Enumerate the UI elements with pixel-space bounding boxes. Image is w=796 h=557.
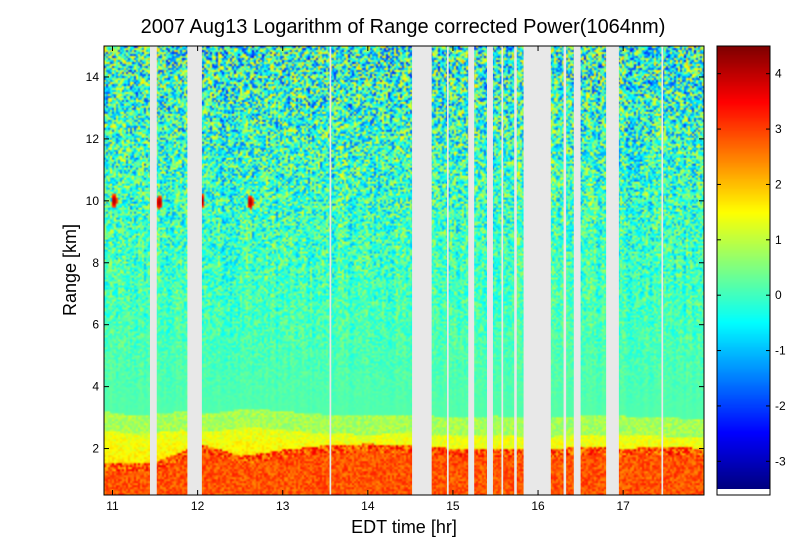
colorbar-tick-label: 4: [775, 67, 782, 81]
colorbar: -3 -2 -1 0 1 2 3 4: [716, 45, 786, 496]
no-data-gap: [501, 46, 504, 495]
colorbar-tick-label: -2: [775, 399, 786, 413]
colorbar-tick-label: -3: [775, 454, 786, 468]
no-data-gap: [563, 46, 567, 495]
y-tick-label: 6: [92, 318, 99, 332]
y-tick-label: 12: [86, 132, 100, 146]
colorbar-tick-label: 2: [775, 177, 782, 191]
no-data-gap: [486, 46, 493, 495]
x-tick-label: 14: [361, 499, 375, 513]
x-tick-label: 15: [446, 499, 460, 513]
y-tick-label: 2: [92, 442, 99, 456]
no-data-gap: [523, 46, 551, 495]
no-data-gap: [446, 46, 449, 495]
x-tick-label: 16: [531, 499, 545, 513]
no-data-gap: [573, 46, 581, 495]
y-tick-label: 14: [86, 70, 100, 84]
no-data-gap: [514, 46, 517, 495]
no-data-gap: [149, 46, 157, 495]
x-tick-label: 11: [106, 499, 119, 513]
no-data-gap: [468, 46, 475, 495]
y-tick-label: 8: [92, 256, 99, 270]
x-axis-label: EDT time [hr]: [351, 517, 457, 537]
colorbar-tick-label: 0: [775, 288, 782, 302]
no-data-gap: [412, 46, 432, 495]
heatmap-image: [104, 46, 704, 495]
x-axis: 11 12 13 14 15 16 17: [106, 46, 630, 513]
y-axis: 2 4 6 8 10 12 14: [86, 70, 704, 456]
colorbar-tick-label: -1: [775, 344, 786, 358]
no-data-gap: [606, 46, 619, 495]
plot-frame: [103, 45, 705, 496]
colorbar-axis: -3 -2 -1 0 1 2 3 4: [717, 67, 786, 468]
y-tick-label: 10: [86, 194, 100, 208]
colorbar-tick-label: 1: [775, 233, 782, 247]
x-tick-label: 17: [616, 499, 630, 513]
colorbar-frame: [716, 45, 771, 496]
x-tick-label: 13: [276, 499, 290, 513]
plot-area: 11 12 13 14 15 16 17 2 4 6 8 10 12 14: [86, 45, 705, 513]
chart-title: 2007 Aug13 Logarithm of Range corrected …: [141, 16, 666, 38]
y-tick-label: 4: [92, 380, 99, 394]
colorbar-tick-label: 3: [775, 122, 782, 136]
colorbar-image: [717, 46, 770, 489]
x-tick-label: 12: [191, 499, 205, 513]
no-data-gaps: [149, 46, 664, 495]
no-data-gap: [661, 46, 664, 495]
y-axis-label: Range [km]: [60, 224, 80, 316]
no-data-gap: [329, 46, 332, 495]
no-data-gap: [187, 46, 202, 495]
